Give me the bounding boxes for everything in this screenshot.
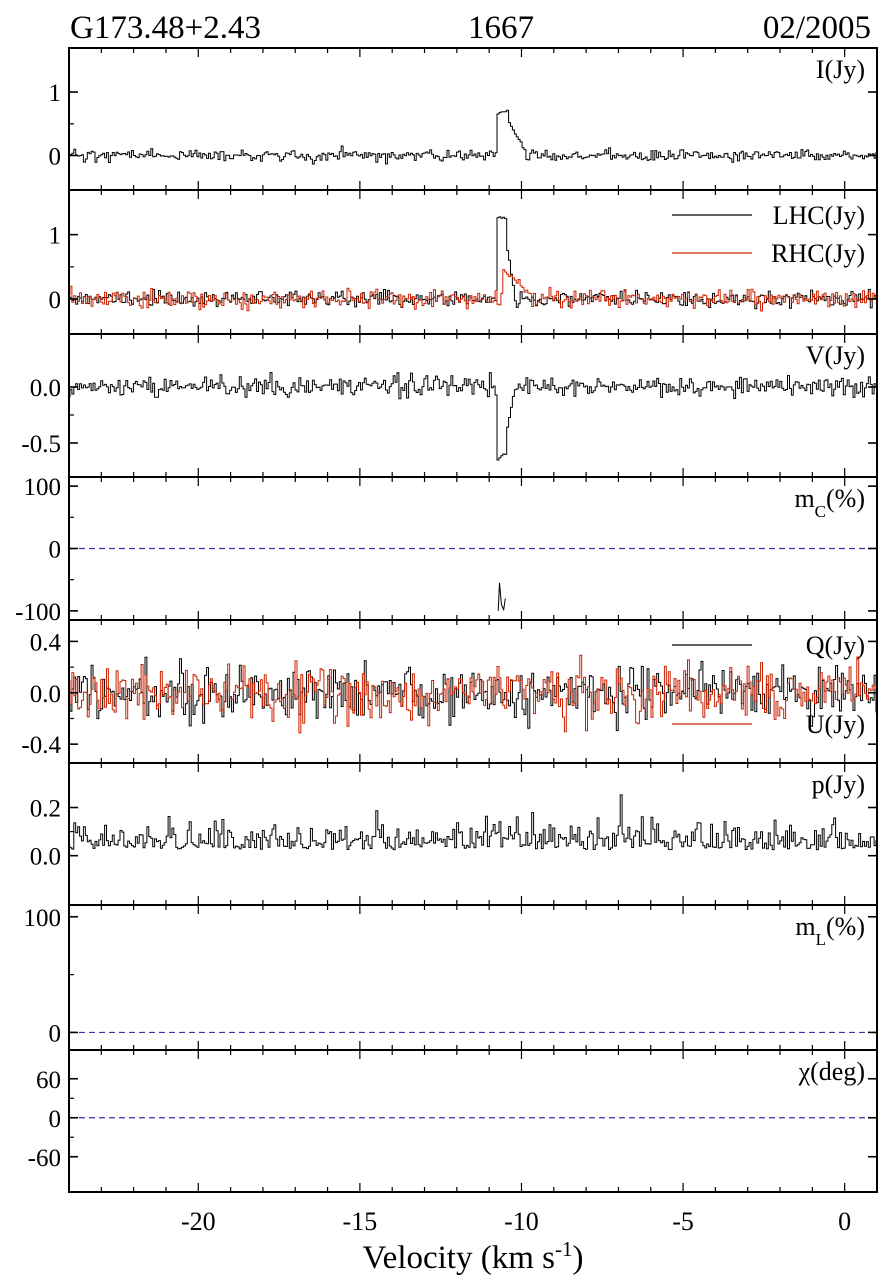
panel-frame xyxy=(68,904,878,1051)
y-tick-label: 0.0 xyxy=(30,844,61,871)
traces xyxy=(69,794,877,851)
panel-mc: 100 0 -100 mC(%) xyxy=(15,474,878,626)
panel-label: χ(deg) xyxy=(798,1057,865,1086)
traces xyxy=(497,582,506,612)
y-tick-label: 100 xyxy=(24,474,62,501)
y-tick-label: 0.0 xyxy=(30,375,61,402)
source-name: G173.48+2.43 xyxy=(70,10,261,46)
epoch-label: 02/2005 xyxy=(762,10,871,46)
y-tick-label: -0.4 xyxy=(21,732,61,759)
panel-label: p(Jy) xyxy=(812,770,865,799)
legend-label: U(Jy) xyxy=(806,710,865,739)
y-tick-label: 0 xyxy=(49,143,62,170)
panel-mL: 100 0 mL(%) xyxy=(24,904,878,1051)
y-tick-label: 60 xyxy=(36,1067,61,1094)
traces xyxy=(69,372,877,461)
y-tick-label: -60 xyxy=(28,1145,61,1172)
panel-frame xyxy=(68,189,878,335)
x-axis-title: Velocity (km s-1) xyxy=(363,1237,584,1276)
x-tick-label: -10 xyxy=(504,1207,539,1236)
series-LHC_RHC-0 xyxy=(69,216,877,310)
y-tick-label: -100 xyxy=(15,599,61,626)
y-tick-label: 1 xyxy=(49,80,62,107)
y-tick-label: 1 xyxy=(49,223,62,250)
series-QU-1 xyxy=(69,654,877,734)
panel-frame xyxy=(68,762,878,906)
panel-p: 0.2 0.0 p(Jy) xyxy=(30,762,878,906)
panel-label: mC(%) xyxy=(794,484,865,521)
legend-label: Q(Jy) xyxy=(806,631,865,660)
panel-label: V(Jy) xyxy=(806,341,865,370)
panel-chi: 60 0 -60 χ(deg) xyxy=(28,1049,878,1193)
panel-I: 0 1 I(Jy) xyxy=(49,47,878,191)
traces xyxy=(69,216,877,312)
y-tick-label: 0.4 xyxy=(30,629,62,656)
x-tick-label: -15 xyxy=(343,1207,378,1236)
legend-label: LHC(Jy) xyxy=(773,201,865,230)
panel-frame xyxy=(68,47,878,191)
panel-frame xyxy=(68,1049,878,1193)
panel-label: I(Jy) xyxy=(816,55,865,84)
y-tick-label: 0 xyxy=(49,1020,62,1047)
series-V-0 xyxy=(69,372,877,461)
legend-label: RHC(Jy) xyxy=(771,239,865,268)
y-tick-label: 0.0 xyxy=(30,681,61,708)
series-I-0 xyxy=(69,109,877,165)
panel-QU: 0.4 0.0 -0.4 Q(Jy) U(Jy) xyxy=(21,619,878,764)
series-mc-0 xyxy=(497,582,506,612)
x-tick-label: -20 xyxy=(181,1207,216,1236)
series-p-0 xyxy=(69,794,877,851)
x-tick-label: 0 xyxy=(838,1207,851,1236)
series-LHC_RHC-1 xyxy=(69,269,877,312)
traces xyxy=(69,654,877,734)
y-tick-label: 0 xyxy=(49,1106,62,1133)
y-tick-label: 0 xyxy=(49,287,62,314)
y-tick-label: 100 xyxy=(24,905,62,932)
y-tick-label: 0.2 xyxy=(30,796,61,823)
panel-V: 0.0 -0.5 V(Jy) xyxy=(21,333,878,478)
y-tick-label: 0 xyxy=(49,537,62,564)
traces xyxy=(69,109,877,165)
panel-frame xyxy=(68,333,878,478)
panel-LHC_RHC: 0 1 LHC(Jy) RHC(Jy) xyxy=(49,189,878,335)
panel-label: mL(%) xyxy=(795,912,865,949)
frequency-label: 1667 xyxy=(468,10,534,46)
y-tick-label: -0.5 xyxy=(21,431,61,458)
x-tick-label: -5 xyxy=(672,1207,694,1236)
